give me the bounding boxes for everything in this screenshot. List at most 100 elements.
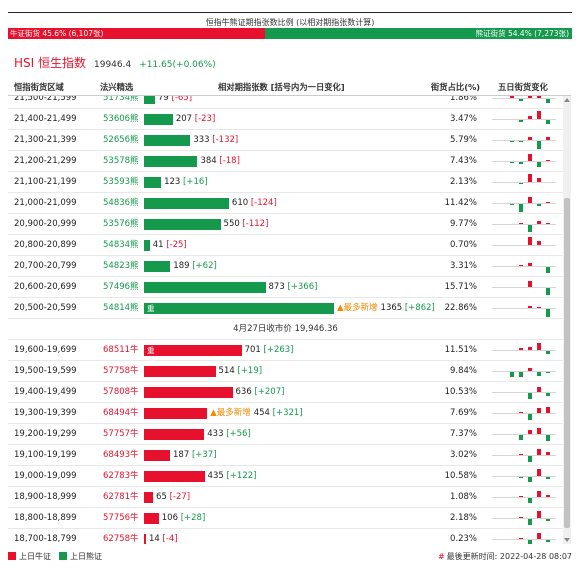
warrant-code-link[interactable]: 53578熊 (103, 156, 139, 166)
warrant-code-link[interactable]: 57756牛 (103, 513, 139, 523)
warrant-code-link[interactable]: 54836熊 (103, 198, 139, 208)
close-price-row: 4月27日收市价 19,946.36 (8, 319, 563, 340)
sparkline-baseline (492, 392, 556, 393)
table-row[interactable]: 19,200-19,299 57757牛 433 [+56] 7.37% (8, 424, 563, 445)
scroll-down-arrow-icon[interactable] (564, 538, 570, 542)
sparkline-bar (546, 477, 550, 479)
warrant-code-link[interactable]: 62783牛 (103, 471, 139, 481)
table-row[interactable]: 21,500-21,599 51734熊 79 [-65] 1.86% (8, 96, 563, 109)
warrant-code-link[interactable]: 57758牛 (103, 366, 139, 376)
contracts-value: 207 (175, 114, 193, 124)
warrant-code-link[interactable]: 62781牛 (103, 492, 139, 502)
contracts-bar (144, 282, 266, 293)
sparkline-bar (528, 154, 532, 161)
warrant-code-link[interactable]: 68511牛 (103, 345, 139, 355)
five-day-sparkline (492, 424, 556, 445)
warrant-code-link[interactable]: 53606熊 (103, 114, 139, 124)
share-percent: 1.08% (449, 492, 477, 502)
header-code: 法兴精选 (100, 82, 134, 92)
warrant-code-link[interactable]: 51734熊 (103, 96, 139, 103)
table-row[interactable]: 20,600-20,699 57496熊 873 [+366] 15.71% (8, 277, 563, 298)
table-row[interactable]: 19,500-19,599 57758牛 514 [+19] 9.84% (8, 361, 563, 382)
five-day-sparkline (492, 403, 556, 424)
warrant-code-link[interactable]: 68494牛 (103, 408, 139, 418)
table-row[interactable]: 18,900-18,999 62781牛 65 [-27] 1.08% (8, 487, 563, 508)
index-name[interactable]: HSI 恒生指数 (14, 56, 86, 70)
sparkline-bar (528, 197, 532, 203)
contracts-value: 514 (218, 366, 235, 376)
contracts-label: 636 [+207] (236, 387, 285, 398)
table-row[interactable]: 20,900-20,999 53576熊 550 [-112] 9.77% (8, 214, 563, 235)
contracts-label: 610 [-124] (232, 198, 277, 209)
five-day-sparkline (492, 298, 556, 319)
table-row[interactable]: 21,000-21,099 54836熊 610 [-124] 11.42% (8, 193, 563, 214)
share-percent: 0.70% (449, 240, 477, 250)
table-row[interactable]: 19,000-19,099 62783牛 435 [+122] 10.58% (8, 466, 563, 487)
five-day-sparkline (492, 466, 556, 487)
sparkline-bar (519, 265, 523, 266)
table-row[interactable]: 19,300-19,399 68494牛 ▲最多新增 454 [+321] 7.69% (8, 403, 563, 424)
sparkline-bar (546, 540, 550, 542)
warrant-code-link[interactable]: 52656熊 (103, 135, 139, 145)
share-percent: 10.58% (444, 471, 477, 481)
contracts-bar (144, 114, 173, 125)
warrant-code-link[interactable]: 54823熊 (103, 261, 139, 271)
table-row[interactable]: 18,700-18,799 62758牛 14 [-4] 0.23% (8, 529, 563, 544)
table-row[interactable]: 21,400-21,499 53606熊 207 [-23] 3.47% (8, 109, 563, 130)
sparkline-bar (537, 141, 541, 149)
sparkline-bar (519, 412, 523, 413)
contracts-bar (144, 96, 155, 104)
contracts-change: [-65] (171, 96, 193, 103)
sparkline-bar (519, 141, 523, 142)
table-row[interactable]: 21,100-21,199 53593熊 123 [+16] 2.13% (8, 172, 563, 193)
table-row[interactable]: 21,300-21,399 52656熊 333 [-132] 5.79% (8, 130, 563, 151)
table-body[interactable]: 21,500-21,599 51734熊 79 [-65] 1.86% 21,400-2… (8, 96, 571, 544)
contracts-value: 14 (149, 534, 160, 544)
warrant-code-link[interactable]: 54834熊 (103, 240, 139, 250)
sparkline-bar (519, 538, 523, 539)
warrant-code-link[interactable]: 57496熊 (103, 282, 139, 292)
contracts-label: 333 [-132] (193, 135, 238, 146)
scroll-up-arrow-icon[interactable] (564, 98, 570, 102)
contracts-value: 106 (161, 513, 178, 523)
five-day-sparkline (492, 130, 556, 151)
table-row[interactable]: 20,800-20,899 54834熊 41 [-25] 0.70% (8, 235, 563, 256)
five-day-sparkline (492, 214, 556, 235)
sparkline-bar (537, 111, 541, 119)
sparkline-baseline (492, 413, 556, 414)
bear-share-segment: 熊证街货 54.4% (7,273张) (265, 28, 572, 39)
bear-swatch-icon (59, 552, 67, 560)
range-cell: 19,400-19,499 (14, 387, 77, 397)
contracts-change: [-25] (166, 240, 187, 250)
contracts-change: [-124] (250, 198, 277, 208)
warrant-code-link[interactable]: 68493牛 (103, 450, 139, 460)
table-row[interactable]: 20,500-20,599 54814熊 重货区 ▲最多新增 1365 [+862] 22… (8, 298, 563, 335)
contracts-bar (144, 303, 334, 314)
sparkline-bar (510, 141, 514, 142)
table-row[interactable]: 20,700-20,799 54823熊 189 [+62] 3.31% (8, 256, 563, 277)
warrant-code-link[interactable]: 57808牛 (103, 387, 139, 397)
table-row[interactable]: 19,100-19,199 68493牛 187 [+37] 3.02% (8, 445, 563, 466)
contracts-bar (144, 429, 205, 440)
warrant-code-link[interactable]: 53593熊 (103, 177, 139, 187)
warrant-code-link[interactable]: 54814熊 (103, 303, 139, 313)
table-row[interactable]: 18,800-18,899 57756牛 106 [+28] 2.18% (8, 508, 563, 529)
sparkline-bar (519, 477, 523, 478)
sparkline-bar (528, 263, 532, 266)
warrant-code-link[interactable]: 62758牛 (103, 534, 139, 544)
table-row[interactable]: 19,400-19,499 57808牛 636 [+207] 10.53% (8, 382, 563, 403)
contracts-label: 514 [+19] (219, 366, 263, 377)
hash-marker: # (437, 552, 445, 561)
share-percent: 3.02% (449, 450, 477, 460)
contracts-value: 333 (193, 135, 210, 145)
sparkline-bar (528, 430, 532, 434)
scroll-thumb[interactable] (564, 198, 570, 528)
table-row[interactable]: 19,600-19,69968511牛重货区701 [+263]11.51% (8, 340, 563, 377)
warrant-code-link[interactable]: 57757牛 (103, 429, 139, 439)
table-row[interactable]: 21,200-21,299 53578熊 384 [-18] 7.43% (8, 151, 563, 172)
sparkline-baseline (492, 518, 556, 519)
contracts-value: 187 (173, 450, 190, 460)
warrant-code-link[interactable]: 53576熊 (103, 219, 139, 229)
table-scrollbar[interactable] (563, 96, 571, 544)
sparkline-bar (537, 221, 541, 224)
